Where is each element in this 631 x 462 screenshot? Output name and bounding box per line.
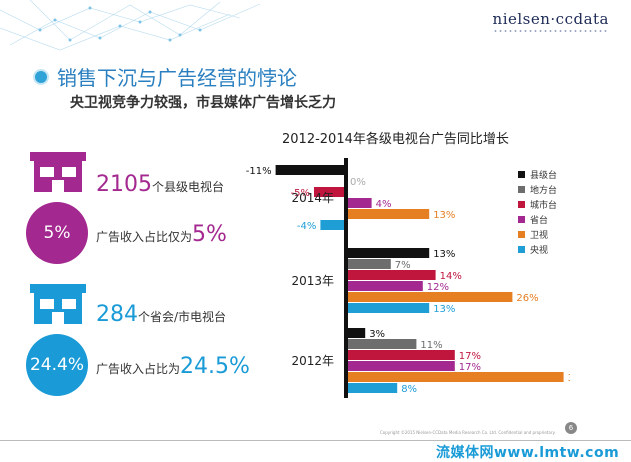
legend-item-省台: 省台 [518,212,557,227]
county-label: 个县级电视台 [152,180,225,194]
value-label-2014年-省台: 4% [376,199,392,210]
growth-bar-chart: -11% 0% -5% 4% 13% -4% 13% 7% 14%12% 26% 13% 3% 11% 1… [246,158,570,398]
store-icon-county [30,152,86,192]
county-number: 2105 [96,172,152,197]
bar-2014年-县级台 [275,165,346,175]
legend-label: 卫视 [530,231,549,241]
bar-2013年-县级台 [346,248,430,258]
page-subtitle: 央卫视竞争力较强，市县媒体广告增长乏力 [70,95,336,111]
legend-swatch [518,246,525,253]
county-share-circle-text: 5% [43,223,71,243]
legend-item-卫视: 卫视 [518,227,557,242]
legend-swatch [518,216,525,223]
page-title: 销售下沉与广告经营的悖论 [57,66,297,90]
title-row: 销售下沉与广告经营的悖论 [33,62,297,91]
value-label-2012年-央视: 8% [401,384,417,395]
bar-2012年-城市台 [346,350,455,360]
bar-2012年-卫视 [346,372,564,382]
stat-county-count: 2105个县级电视台 [96,172,224,197]
bar-2013年-卫视 [346,292,513,302]
bar-2014年-省台 [346,198,372,208]
footer-divider [0,440,631,441]
city-share-circle-text: 24.4% [29,355,84,375]
logo-text: nielsen·ccdata [492,10,609,28]
legend-label: 城市台 [530,201,558,211]
value-label-2013年-省台: 12% [427,282,449,293]
legend-label: 地方台 [530,186,558,196]
city-share-highlight: 24.5% [180,354,250,379]
bar-2014年-城市台 [314,187,346,197]
value-label-2012年-省台: 17% [459,362,481,373]
logo-dots [492,29,609,33]
bar-2013年-央视 [346,303,430,313]
store-icon-city [30,284,86,324]
value-label-2014年-央视: -4% [297,221,316,232]
category-label-2014年: 2014年 [291,191,334,205]
category-label-2012年: 2012年 [291,354,334,368]
stat-city-share: 广告收入占比为24.5% [96,354,250,379]
stat-city-count: 284个省会/市电视台 [96,302,226,327]
slide: nielsen·ccdata 销售下沉与广告经营的悖论 央卫视竞争力较强，市县媒… [0,0,609,435]
title-bullet-icon [33,68,49,85]
city-share-circle: 24.4% [26,334,88,396]
bar-2013年-城市台 [346,270,436,280]
network-decoration [0,0,261,51]
legend-swatch [518,201,525,208]
bar-2012年-地方台 [346,339,417,349]
legend-label: 省台 [530,216,549,226]
value-label-2014年-城市台: -5% [291,188,310,199]
value-label-2013年-城市台: 14% [440,271,462,282]
value-label-2012年-城市台: 17% [459,351,481,362]
chart-legend: 县级台地方台城市台省台卫视央视 [518,167,557,257]
county-share-highlight: 5% [192,222,227,247]
value-label-2013年-央视: 13% [433,304,455,315]
bar-2014年-卫视 [346,209,430,219]
county-share-text: 广告收入占比仅为 [96,230,193,244]
city-share-text: 广告收入占比为 [96,362,181,376]
bar-2012年-央视 [346,383,398,393]
chart-title: 2012-2014年各级电视台广告同比增长 [282,132,509,147]
bar-2012年-县级台 [346,328,366,338]
value-label-2013年-卫视: 26% [516,293,538,304]
city-number: 284 [96,302,138,327]
watermark-text: 流媒体网www.lmtw.com [436,445,620,461]
bar-2013年-地方台 [346,259,391,269]
legend-item-城市台: 城市台 [518,197,557,212]
value-label-2013年-地方台: 7% [395,260,411,271]
legend-label: 县级台 [530,171,558,181]
category-label-2013年: 2013年 [291,274,334,288]
county-share-circle: 5% [26,202,88,264]
value-label-2012年-卫视: 34% [568,373,570,384]
value-label-2012年-县级台: 3% [369,329,385,340]
stat-county-share: 广告收入占比仅为5% [96,222,227,247]
nielsen-logo: nielsen·ccdata [492,10,609,33]
value-label-2014年-县级台: -11% [246,166,272,177]
page-number: 6 [565,422,577,434]
copyright-text: Copyright ©2015 Nielsen-CCData Media Res… [380,430,556,435]
legend-swatch [518,186,525,193]
legend-swatch [518,231,525,238]
bar-2013年-省台 [346,281,423,291]
bar-2014年-央视 [320,220,346,230]
legend-swatch [518,171,525,178]
value-label-2013年-县级台: 13% [433,249,455,260]
legend-item-央视: 央视 [518,242,557,257]
legend-item-县级台: 县级台 [518,167,557,182]
legend-label: 央视 [530,246,549,256]
value-label-2014年-地方台: 0% [350,177,366,188]
city-label: 个省会/市电视台 [138,310,227,324]
bar-2012年-省台 [346,361,455,371]
legend-item-地方台: 地方台 [518,182,557,197]
value-label-2014年-卫视: 13% [433,210,455,221]
value-label-2012年-地方台: 11% [420,340,442,351]
